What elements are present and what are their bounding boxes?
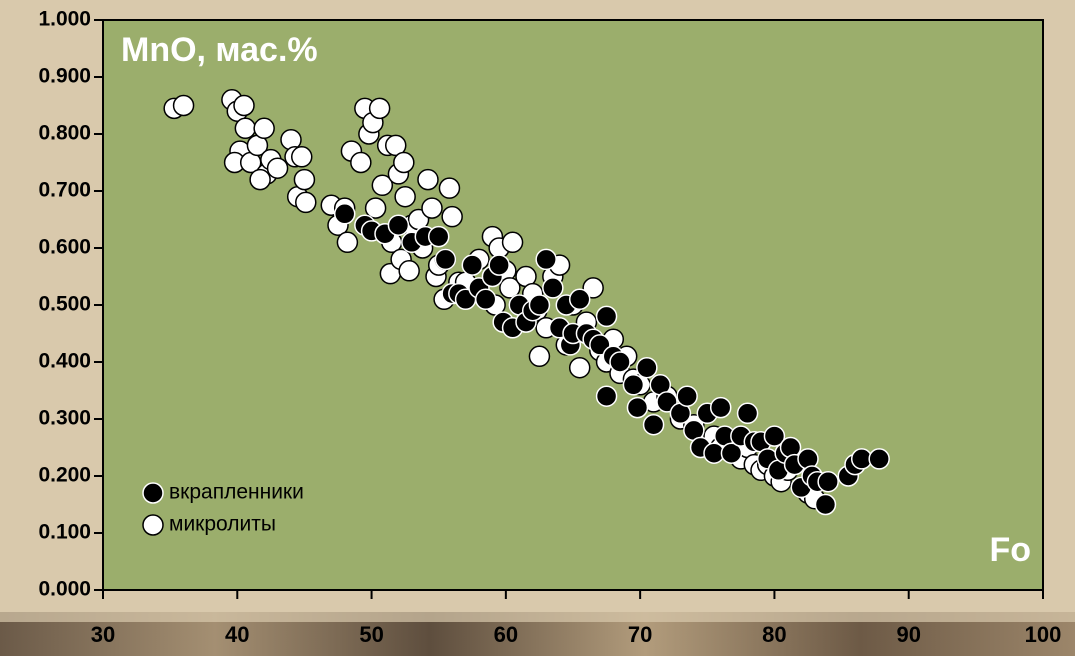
data-point	[439, 178, 459, 198]
data-point	[637, 358, 657, 378]
data-point	[597, 306, 617, 326]
data-point	[234, 96, 254, 116]
chart: 0.000 0.100 0.200 0.300 0.400 0.500 0.600 0.700…	[0, 0, 1075, 656]
data-point	[738, 403, 758, 423]
data-point	[869, 449, 889, 469]
x-tick-label: 80	[762, 622, 786, 647]
legend-label: вкрапленники	[169, 481, 304, 504]
data-point	[250, 170, 270, 190]
y-tick-label: 0.600	[38, 236, 91, 259]
data-point	[174, 96, 194, 116]
y-axis-title: MnO, мас.%	[121, 31, 318, 69]
data-point	[623, 375, 643, 395]
data-point	[235, 118, 255, 138]
data-point	[370, 98, 390, 118]
y-tick-label: 0.900	[38, 65, 91, 88]
data-point	[570, 289, 590, 309]
data-point	[529, 295, 549, 315]
legend-label: микролиты	[169, 513, 276, 536]
data-point	[536, 249, 556, 269]
data-point	[351, 153, 371, 173]
data-point	[442, 207, 462, 227]
y-tick-label: 0.400	[38, 350, 91, 373]
legend-marker	[143, 483, 163, 503]
data-point	[818, 472, 838, 492]
data-point	[268, 158, 288, 178]
x-tick-label: 40	[225, 622, 249, 647]
x-axis-title: Fo	[989, 531, 1031, 569]
data-point	[711, 398, 731, 418]
data-point	[418, 170, 438, 190]
y-tick-label: 0.500	[38, 293, 91, 316]
data-point	[489, 255, 509, 275]
data-point	[394, 153, 414, 173]
rock-fade	[0, 612, 1075, 622]
x-tick-label: 50	[359, 622, 383, 647]
data-point	[335, 204, 355, 224]
data-point	[503, 232, 523, 252]
data-point	[294, 170, 314, 190]
x-tick-label: 90	[896, 622, 920, 647]
data-point	[422, 198, 442, 218]
data-point	[627, 398, 647, 418]
x-tick-label: 70	[628, 622, 652, 647]
data-point	[337, 232, 357, 252]
data-point	[254, 118, 274, 138]
data-point	[476, 289, 496, 309]
data-point	[462, 255, 482, 275]
legend-marker	[143, 515, 163, 535]
x-tick-label: 100	[1025, 622, 1062, 647]
data-point	[292, 147, 312, 167]
data-point	[570, 358, 590, 378]
y-tick-label: 0.300	[38, 407, 91, 430]
data-point	[677, 386, 697, 406]
data-point	[435, 249, 455, 269]
x-tick-label: 60	[494, 622, 518, 647]
data-point	[296, 192, 316, 212]
data-point	[543, 278, 563, 298]
data-point	[610, 352, 630, 372]
data-point	[529, 346, 549, 366]
y-tick-label: 0.100	[38, 521, 91, 544]
data-point	[366, 198, 386, 218]
x-tick-label: 30	[91, 622, 115, 647]
data-point	[815, 495, 835, 515]
y-tick-label: 0.800	[38, 122, 91, 145]
data-point	[399, 261, 419, 281]
data-point	[644, 415, 664, 435]
y-tick-label: 1.000	[38, 8, 91, 31]
y-tick-label: 0.200	[38, 464, 91, 487]
data-point	[388, 215, 408, 235]
y-tick-label: 0.700	[38, 179, 91, 202]
data-point	[395, 187, 415, 207]
y-tick-label: 0.000	[38, 578, 91, 601]
data-point	[429, 227, 449, 247]
data-point	[597, 386, 617, 406]
